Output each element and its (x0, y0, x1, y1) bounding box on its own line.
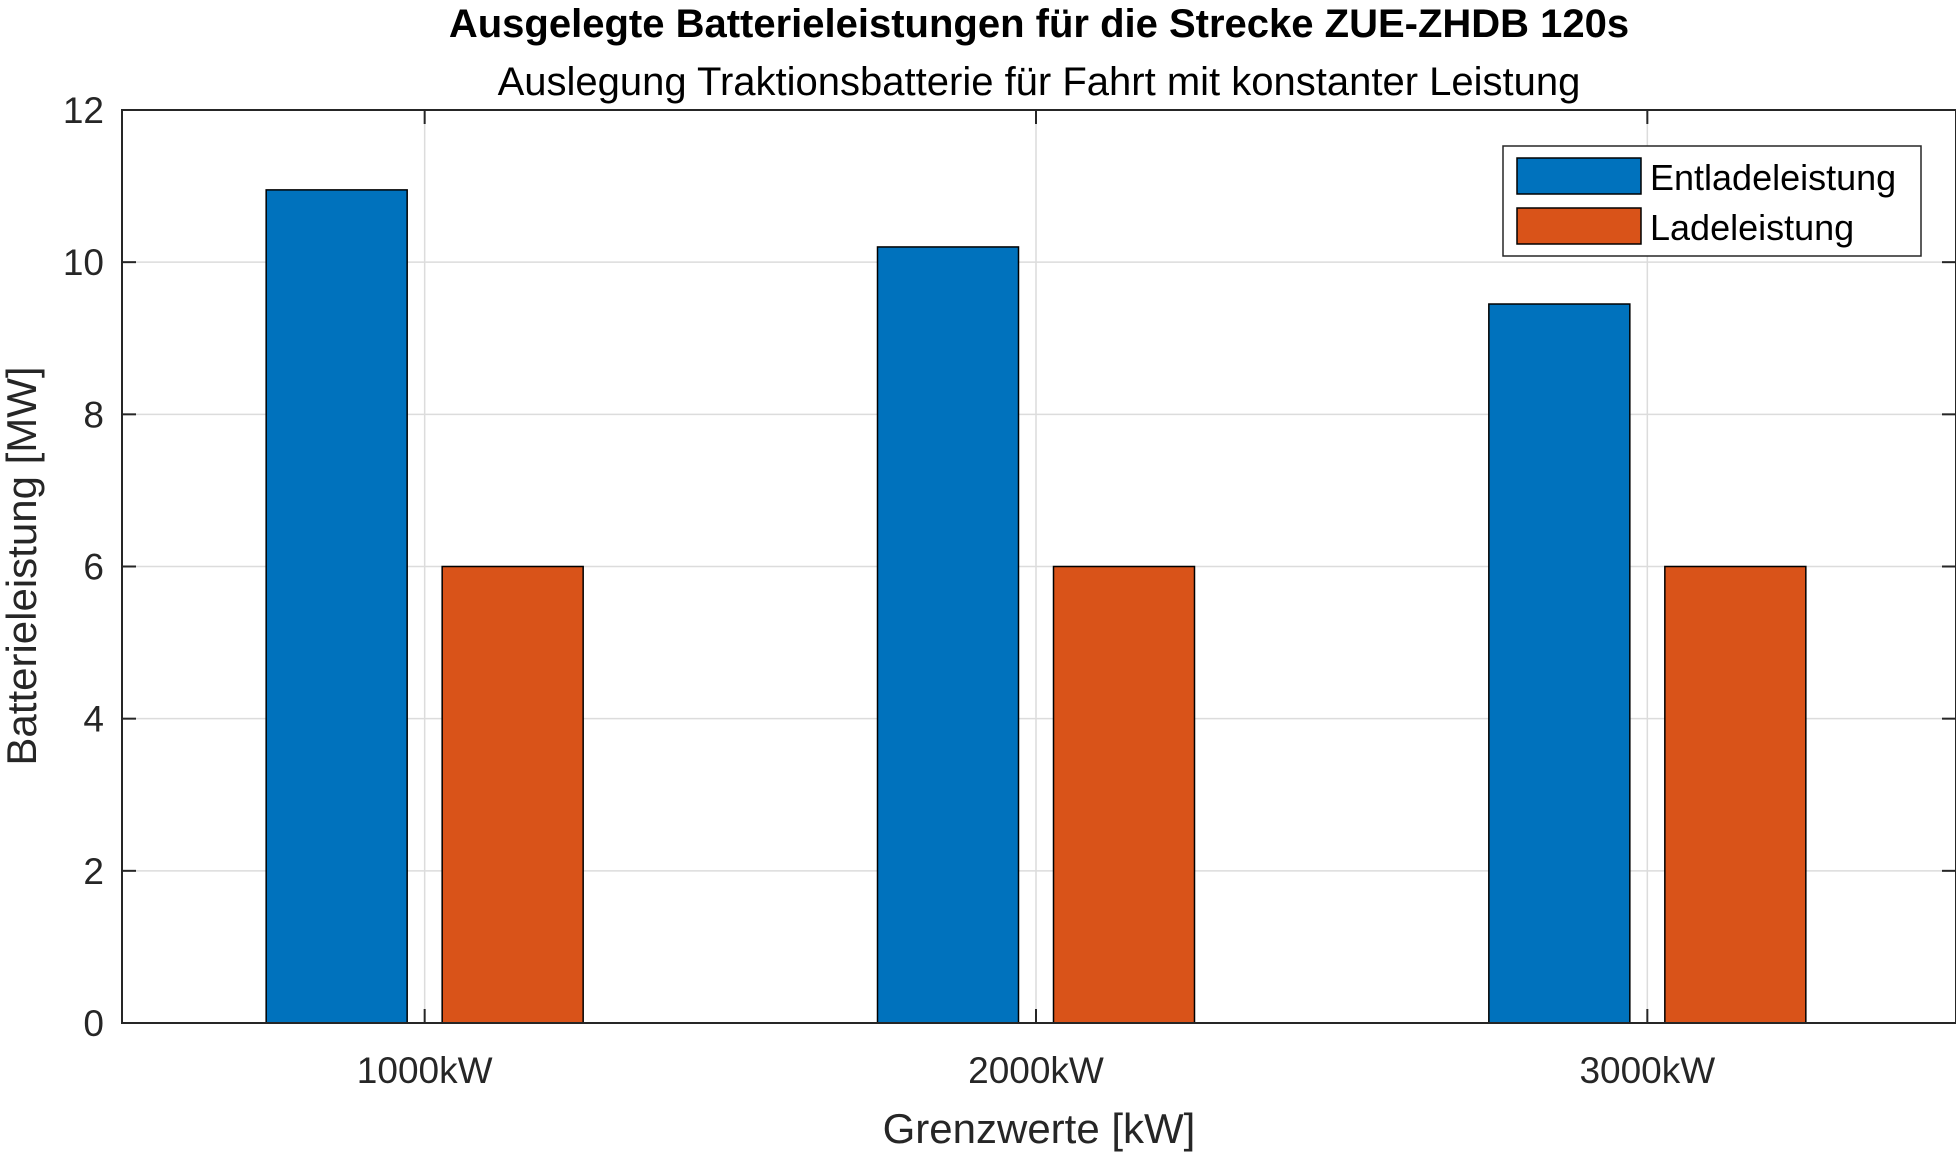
bar-entladeleistung-3000kw (1488, 303, 1631, 1024)
y-tick-label: 0 (83, 1003, 104, 1044)
y-tick-label: 6 (83, 547, 104, 588)
bar-entladeleistung-2000kw (876, 246, 1020, 1024)
bar-ladeleistung-1000kw (441, 565, 584, 1024)
grid-lines (122, 110, 1956, 1023)
y-tick-label: 4 (83, 699, 104, 740)
bar-ladeleistung-3000kw (1664, 565, 1807, 1024)
bar-entladeleistung-1000kw (265, 189, 408, 1024)
bar-ladeleistung-2000kw (1052, 565, 1196, 1024)
legend-label-ladeleistung: Ladeleistung (1650, 207, 1854, 248)
axis-ticks: 0 2 4 6 8 10 12 1000kW 2000kW 3000kW (63, 90, 1956, 1091)
y-tick-label: 12 (63, 90, 104, 131)
x-tick-label: 3000kW (1579, 1050, 1715, 1091)
bars (265, 189, 1807, 1024)
x-axis-label: Grenzwerte [kW] (883, 1105, 1196, 1152)
chart-title: Ausgelegte Batterieleistungen für die St… (449, 2, 1629, 46)
y-axis-label: Batterieleistung [MW] (0, 366, 45, 765)
x-tick-label: 2000kW (968, 1050, 1104, 1091)
x-tick-label: 1000kW (357, 1050, 493, 1091)
legend-swatch-entladeleistung (1516, 157, 1642, 195)
legend-swatch-ladeleistung (1516, 207, 1642, 245)
y-tick-label: 10 (63, 242, 104, 283)
legend-label-entladeleistung: Entladeleistung (1650, 157, 1896, 198)
chart-subtitle: Auslegung Traktionsbatterie für Fahrt mi… (498, 60, 1581, 104)
y-tick-label: 2 (83, 851, 104, 892)
legend: Entladeleistung Ladeleistung (1502, 145, 1922, 257)
y-tick-label: 8 (83, 394, 104, 435)
